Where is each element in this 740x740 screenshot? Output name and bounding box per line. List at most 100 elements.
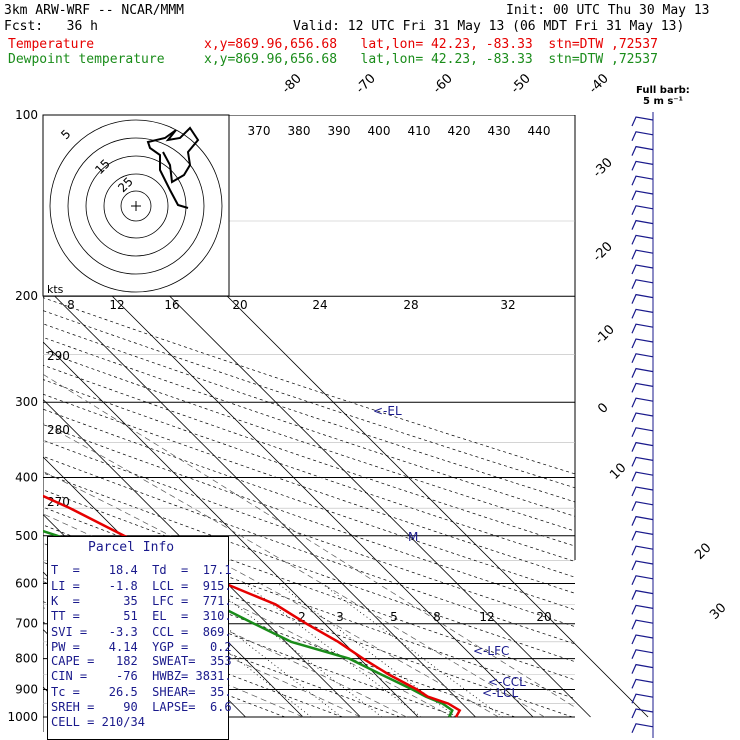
dewpoint-legend-label: Dewpoint temperature xyxy=(8,52,165,67)
pressure-tick-label: 300 xyxy=(15,395,38,409)
pressure-tick-label: 200 xyxy=(15,289,38,303)
wind-barb xyxy=(631,412,654,423)
wind-barb xyxy=(631,308,654,319)
init-time: Init: 00 UTC Thu 30 May 13 xyxy=(506,3,710,18)
level-annotation: <-CCL xyxy=(488,675,526,689)
isotherm-label: -80 xyxy=(279,71,305,97)
dry-adiabat-line xyxy=(43,506,575,699)
level-annotation: <-LFC xyxy=(473,644,509,658)
level-annotation: <-EL xyxy=(373,404,402,418)
hodograph-axis-label: 24 xyxy=(312,298,327,312)
mixing-ratio-line xyxy=(207,583,383,718)
parcel-row: SREH = 90 LAPSE= 6.6 xyxy=(51,700,232,714)
isotherm-line xyxy=(43,283,476,718)
isotherm-line xyxy=(0,115,16,717)
wind-barb xyxy=(631,575,654,586)
wind-barb xyxy=(631,249,654,260)
moist-adiabat-line xyxy=(43,373,575,708)
parcel-row: K = 35 LFC = 771. xyxy=(51,594,232,608)
barb-scale-label: 5 m s⁻¹ xyxy=(643,96,683,107)
wind-barb xyxy=(631,353,654,364)
wind-barb xyxy=(631,367,654,378)
pressure-tick-label: 900 xyxy=(15,682,38,696)
theta-e-label: 420 xyxy=(448,124,471,138)
theta-e-label: 390 xyxy=(328,124,351,138)
theta-label: 280 xyxy=(47,423,70,437)
dry-adiabat-line xyxy=(43,323,575,503)
hodograph-ring xyxy=(120,190,152,222)
wind-barb xyxy=(631,441,654,452)
wind-barb xyxy=(631,649,654,660)
pressure-tick-label: 400 xyxy=(15,470,38,484)
wind-barb xyxy=(631,693,654,704)
dry-adiabat-line xyxy=(43,439,575,628)
wind-barb xyxy=(631,397,654,408)
wind-barb xyxy=(631,589,654,600)
hodograph-axis-label: 8 xyxy=(67,298,75,312)
mixing-ratio-line xyxy=(244,583,422,718)
parcel-row: SVI = -3.3 CCL = 869. xyxy=(51,625,232,639)
dry-adiabat-line xyxy=(43,601,343,718)
wind-barb xyxy=(631,160,654,171)
wind-barb xyxy=(631,486,654,497)
isotherm-label: -60 xyxy=(430,71,456,97)
wind-barb xyxy=(631,382,654,393)
isotherm-label: 0 xyxy=(595,400,611,416)
dry-adiabat-line xyxy=(43,350,575,532)
hodograph-ring xyxy=(67,137,205,275)
wind-barb xyxy=(631,708,654,719)
level-annotation: <-LCL xyxy=(482,686,518,700)
wind-barb xyxy=(631,116,654,127)
wind-barb xyxy=(631,427,654,438)
isotherm-label: -50 xyxy=(508,71,534,97)
dry-adiabat-line xyxy=(43,379,575,562)
pressure-tick-label: 700 xyxy=(15,617,38,631)
wind-barb xyxy=(631,279,654,290)
isotherm-label: 10 xyxy=(607,461,629,483)
mixing-ratio-label: 12 xyxy=(479,610,494,624)
dry-adiabat-line xyxy=(43,310,575,489)
parcel-row: Tc = 26.5 SHEAR= 35. xyxy=(51,685,232,699)
parcel-row: CAPE = 182 SWEAT= 353 xyxy=(51,654,232,668)
isotherm-label: -20 xyxy=(590,239,616,265)
parcel-row: TT = 51 EL = 310. xyxy=(51,609,232,623)
forecast-hour: Fcst: 36 h xyxy=(4,19,98,34)
wind-barb xyxy=(631,131,654,142)
temperature-legend-meta: x,y=869.96,656.68 lat,lon= 42.23, -83.33… xyxy=(204,37,658,52)
level-annotation: M xyxy=(408,530,418,544)
theta-e-label: 440 xyxy=(528,124,551,138)
wind-barb xyxy=(631,234,654,245)
wind-barb xyxy=(631,219,654,230)
wind-barb xyxy=(631,456,654,467)
isotherm-line xyxy=(43,341,419,718)
barb-scale-label: Full barb: xyxy=(636,85,690,96)
isotherm-label: -30 xyxy=(590,155,616,181)
wind-barb xyxy=(631,545,654,556)
parcel-info-title: Parcel Info xyxy=(88,540,175,555)
hodograph-ring xyxy=(103,173,169,239)
hodograph-axis-label: 12 xyxy=(109,298,124,312)
dry-adiabat-line xyxy=(43,297,575,475)
wind-barb xyxy=(631,205,654,216)
wind-barb xyxy=(631,560,654,571)
hodograph-ring xyxy=(85,155,187,257)
parcel-row: T = 18.4 Td = 17.1 xyxy=(51,563,232,577)
wind-barb xyxy=(631,264,654,275)
wind-barb xyxy=(631,471,654,482)
model-title: 3km ARW-WRF -- NCAR/MMM xyxy=(4,3,185,18)
hodograph-trace xyxy=(146,126,200,209)
mixing-ratio-label: 20 xyxy=(536,610,551,624)
mixing-ratio-label: 8 xyxy=(433,610,441,624)
parcel-row: LI = -1.8 LCL = 915. xyxy=(51,579,232,593)
pressure-tick-label: 600 xyxy=(15,576,38,590)
isotherm-label: 20 xyxy=(692,541,714,563)
theta-e-label: 400 xyxy=(368,124,391,138)
wind-barb xyxy=(631,619,654,630)
temperature-legend-label: Temperature xyxy=(8,37,95,52)
pressure-tick-label: 1000 xyxy=(7,710,38,724)
dry-adiabat-line xyxy=(43,542,516,718)
hodograph-axis-label: 28 xyxy=(403,298,418,312)
theta-e-label: 380 xyxy=(288,124,311,138)
mixing-ratio-label: 5 xyxy=(390,610,398,624)
hodograph-units-label: kts xyxy=(47,283,64,296)
